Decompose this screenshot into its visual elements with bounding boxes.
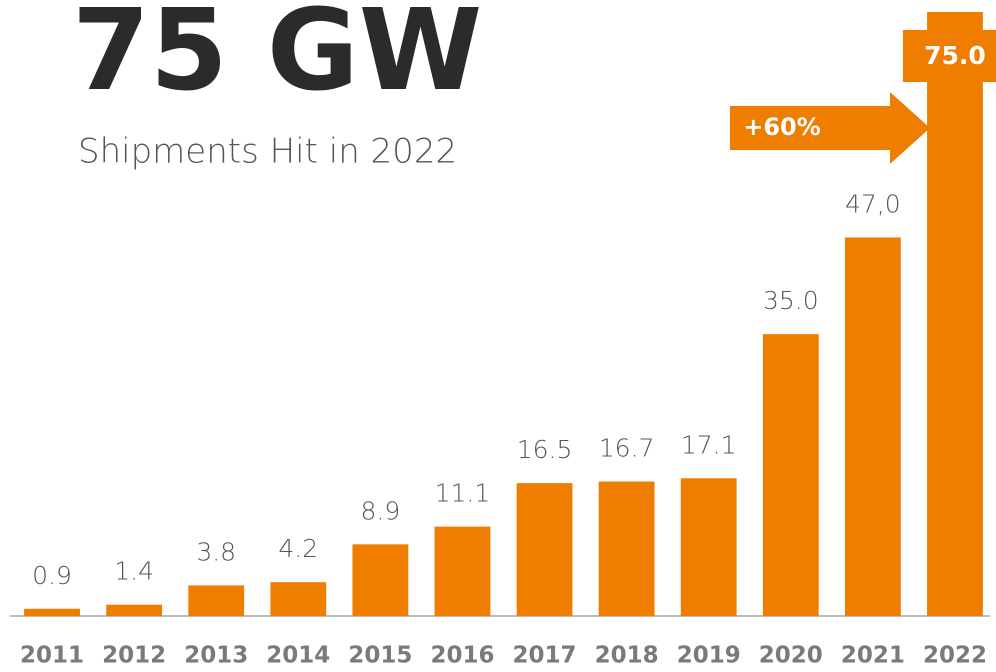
value-label: 11.1 xyxy=(435,479,491,508)
value-label-box xyxy=(902,30,996,82)
growth-arrow xyxy=(730,92,930,164)
x-tick-label: 2020 xyxy=(759,643,823,669)
x-tick-label: 2013 xyxy=(184,643,248,669)
bar xyxy=(516,483,573,616)
bar xyxy=(680,478,737,616)
x-tick-label: 2016 xyxy=(430,643,494,669)
x-tick-label: 2017 xyxy=(513,643,577,669)
chart-subtitle: Shipments Hit in 2022 xyxy=(78,132,457,172)
bar xyxy=(927,12,983,616)
x-tick-label: 2014 xyxy=(266,643,330,669)
bar xyxy=(598,481,655,616)
x-tick-label: 2012 xyxy=(102,643,166,669)
value-label: 47,0 xyxy=(845,189,901,218)
bar xyxy=(106,604,163,616)
x-tick-label: 2022 xyxy=(923,643,987,669)
bar xyxy=(188,585,245,616)
value-label: 75.0 xyxy=(924,41,986,70)
x-tick-label: 2015 xyxy=(348,643,412,669)
value-label: 16.5 xyxy=(517,435,573,464)
growth-annotation: +60% xyxy=(743,113,821,141)
value-label: 0.9 xyxy=(32,561,72,590)
bar xyxy=(352,544,409,616)
bar xyxy=(270,582,327,616)
value-label: 4.2 xyxy=(278,534,318,563)
bar xyxy=(24,608,80,616)
value-label: 1.4 xyxy=(114,557,154,586)
chart-title: 75 GW xyxy=(72,0,482,116)
x-tick-label: 2021 xyxy=(841,643,905,669)
value-label: 35.0 xyxy=(763,286,819,315)
x-tick-label: 2019 xyxy=(677,643,741,669)
bar xyxy=(434,526,491,616)
value-label: 8.9 xyxy=(360,496,400,525)
value-label: 17.1 xyxy=(681,430,737,459)
bar xyxy=(762,334,819,616)
x-tick-label: 2011 xyxy=(20,643,84,669)
value-label: 16.7 xyxy=(599,434,655,463)
x-tick-label: 2018 xyxy=(595,643,659,669)
bar xyxy=(844,237,901,616)
value-label: 3.8 xyxy=(196,537,236,566)
